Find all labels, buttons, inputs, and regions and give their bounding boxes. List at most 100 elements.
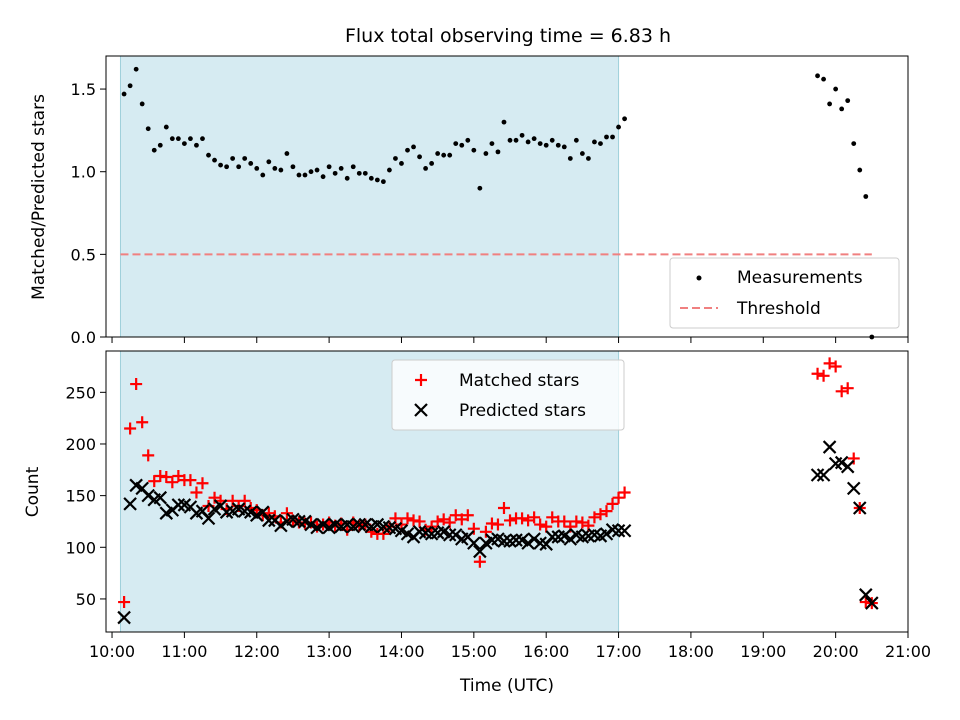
predicted-stars-point	[473, 544, 487, 559]
matched-stars-point	[847, 452, 860, 465]
measurements-point	[254, 166, 260, 171]
predicted-stars-point	[810, 468, 825, 482]
measurements-point	[230, 156, 236, 161]
measurements-point	[368, 175, 374, 181]
counts-panel: 50 100 150 200 250 10:00 11:00 12:00 13:00 14:00…	[23, 350, 931, 696]
matched-stars-point	[437, 513, 450, 526]
matched-stars-point	[504, 514, 517, 527]
matched-stars-point	[461, 509, 474, 522]
measurements-point	[423, 166, 428, 171]
matched-stars-point	[841, 382, 854, 395]
measurements-point	[610, 134, 615, 140]
matched-stars-point	[130, 378, 143, 391]
measurements-point	[242, 156, 248, 161]
measurements-point	[573, 137, 579, 143]
predicted-stars-point	[545, 530, 560, 544]
measurements-point	[284, 151, 290, 156]
measurements-point	[194, 142, 199, 148]
measurements-point	[236, 164, 242, 170]
measurements-point	[447, 152, 453, 158]
measurements-point	[531, 136, 537, 142]
legend-matched-marker	[415, 374, 427, 386]
predicted-stars-point	[262, 513, 276, 528]
measurements-point	[435, 151, 441, 156]
matched-stars-point	[558, 515, 571, 528]
matched-stars-point	[473, 555, 486, 568]
measurements-point	[622, 116, 627, 122]
measurements-point	[393, 156, 398, 161]
measurements-point	[495, 149, 501, 155]
predicted-stars-point	[201, 511, 216, 526]
measurements-point	[362, 170, 368, 176]
matched-stars-point	[413, 515, 426, 528]
measurements-point	[344, 175, 350, 181]
predicted-stars-point	[467, 536, 481, 550]
measurements-point	[387, 167, 392, 173]
measurements-point	[411, 144, 416, 150]
matched-stars-point	[479, 525, 492, 538]
matched-stars-point	[172, 470, 185, 483]
measurements-point	[429, 161, 435, 166]
measurements-point	[441, 152, 447, 158]
x-axis-label: Time (UTC)	[459, 676, 554, 696]
ratio-ylabel: Matched/Predicted stars	[29, 94, 49, 300]
counts-legend: Matched stars Predicted stars	[391, 359, 625, 431]
legend-measurements-marker	[696, 275, 702, 281]
matched-stars-point	[516, 512, 529, 525]
counts-yticks: 50 100 150 200 250	[65, 383, 106, 609]
predicted-stars-point	[563, 532, 578, 546]
xtick-label: 12:00	[234, 642, 280, 661]
matched-stars-point	[618, 486, 631, 499]
measurements-point	[471, 147, 477, 153]
measurements-point	[549, 137, 555, 143]
matched-stars-point	[528, 511, 541, 524]
ratio-legend: Measurements Threshold	[669, 257, 900, 329]
measurements-point	[555, 142, 561, 148]
xtick-label: 14:00	[378, 642, 424, 661]
matched-stars-point	[540, 520, 553, 533]
matched-stars-point	[184, 474, 197, 487]
measurements-point	[857, 167, 863, 173]
ytick-label: 1.0	[71, 163, 96, 182]
measurements-point	[290, 164, 296, 170]
measurements-point	[604, 134, 609, 140]
predicted-stars-point	[509, 533, 523, 547]
measurements-point	[845, 98, 851, 104]
xtick-label: 11:00	[161, 642, 207, 661]
measurements-point	[127, 83, 133, 89]
measurements-point	[489, 141, 495, 147]
measurements-point	[417, 154, 422, 160]
measurements-point	[405, 147, 410, 153]
measurements-point	[266, 159, 272, 165]
legend-matched-label: Matched stars	[459, 371, 579, 391]
legend-measurements-label: Measurements	[737, 268, 863, 288]
predicted-stars-point	[617, 523, 632, 538]
measurements-point	[399, 161, 404, 166]
predicted-stars-point	[123, 497, 137, 511]
measurements-point	[579, 151, 585, 156]
measurements-point	[525, 139, 531, 145]
predicted-stars-point	[834, 455, 849, 470]
counts-marks	[117, 357, 879, 625]
measurements-point	[833, 86, 839, 92]
measurements-point	[326, 164, 332, 170]
measurements-point	[272, 166, 278, 171]
measurements-point	[374, 177, 380, 183]
predicted-stars-point	[141, 488, 155, 503]
predicted-stars-point	[859, 588, 873, 602]
xtick-label: 18:00	[668, 642, 714, 661]
predicted-stars-point	[256, 505, 270, 519]
chart-title: Flux total observing time = 6.83 h	[345, 25, 671, 47]
measurements-point	[567, 156, 573, 161]
matched-stars-point	[238, 494, 251, 507]
predicted-stars-point	[521, 536, 535, 550]
matched-stars-point	[449, 509, 462, 522]
measurements-point	[507, 137, 513, 143]
matched-stars-point	[401, 512, 414, 525]
measurements-point	[851, 141, 857, 147]
measurements-point	[519, 132, 525, 138]
measurements-point	[815, 73, 820, 79]
matched-stars-point	[823, 357, 836, 370]
counts-legend-box	[391, 359, 625, 431]
measurements-point	[181, 141, 187, 147]
